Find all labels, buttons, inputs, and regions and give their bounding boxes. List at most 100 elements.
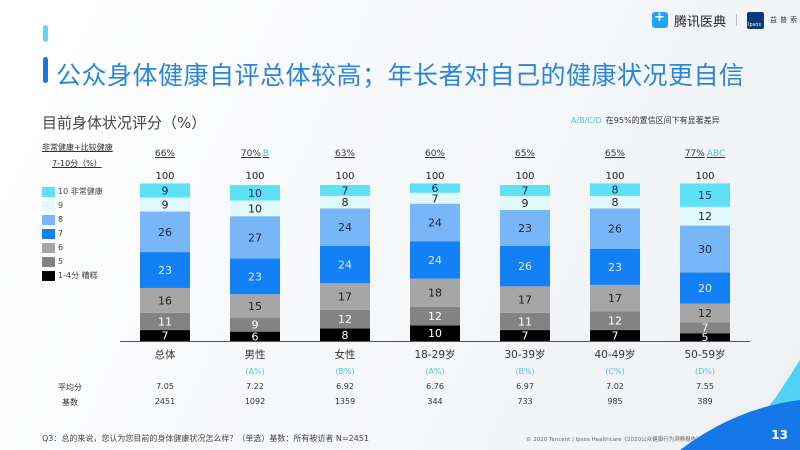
bar-value-label: 7 xyxy=(162,330,169,343)
average-score-value: 7.55 xyxy=(696,382,714,391)
bar-segment xyxy=(500,286,550,313)
base-count-value: 1092 xyxy=(244,397,266,406)
average-score-label: 平均分 xyxy=(58,383,82,392)
bar-value-label: 23 xyxy=(518,222,532,235)
ipsos-logo-text: 益普索 xyxy=(770,16,800,24)
bar-total-label: 100 xyxy=(245,171,265,182)
category-label: 40-49岁 xyxy=(594,349,636,361)
category-label: 总体 xyxy=(154,349,176,361)
category-label: 女性 xyxy=(334,349,356,361)
bar-segment xyxy=(140,312,190,331)
bar-value-label: 8 xyxy=(612,196,619,209)
bar-value-label: 16 xyxy=(158,294,172,307)
top-box-value: 60% xyxy=(424,149,445,159)
top-box-percent: 60% xyxy=(395,149,475,159)
logo-divider xyxy=(736,14,738,26)
bar-total-label: 100 xyxy=(335,171,355,182)
bar-segment xyxy=(230,258,280,295)
bar-value-label: 26 xyxy=(518,260,532,273)
bar-value-label: 8 xyxy=(342,196,349,209)
legend-label: 1-4分 糟糕 xyxy=(58,271,98,280)
question-footnote: Q3：总的来说，您认为您目前的身体健康状况怎么样？（单选）基数：所有被访者 N=… xyxy=(42,434,369,443)
legend-item: 10 非常健康 xyxy=(42,186,103,197)
bar-value-label: 6 xyxy=(252,330,259,343)
bar-value-label: 24 xyxy=(428,216,442,229)
legend-swatch xyxy=(42,214,55,225)
page-title: 公众身体健康自评总体较高；年长者对自己的健康状况更自信 xyxy=(56,61,745,90)
bar-value-label: 6 xyxy=(432,182,439,195)
bar-value-label: 10 xyxy=(248,187,262,200)
legend-swatch xyxy=(42,200,55,211)
bar-value-label: 12 xyxy=(428,310,442,323)
bar-segment xyxy=(320,245,370,284)
top-box-header-line2: 7-10分（%） xyxy=(52,159,102,168)
bar-segment xyxy=(590,183,640,196)
bar-segment xyxy=(320,208,370,246)
legend-label: 8 xyxy=(58,215,64,224)
legend-item: 7 xyxy=(42,228,63,239)
bar-segment xyxy=(680,322,730,334)
bar-total-label: 100 xyxy=(515,171,535,182)
bar-segment xyxy=(590,311,640,331)
top-box-value: 77% xyxy=(684,149,705,159)
logo-group: 腾讯医典 Ipsos 益普索 xyxy=(652,10,800,30)
bar-value-label: 26 xyxy=(608,223,622,236)
bar-segment xyxy=(410,306,460,326)
bar-segment xyxy=(140,287,190,313)
bar-segment xyxy=(590,195,640,209)
legend-swatch xyxy=(42,186,55,197)
legend-item: 6 xyxy=(42,242,63,253)
corner-wave-dark xyxy=(680,400,800,450)
bar-segment xyxy=(500,209,550,246)
bar-segment xyxy=(500,185,550,196)
legend-item: 1-4分 糟糕 xyxy=(42,270,98,281)
legend-swatch xyxy=(42,256,55,267)
bar-value-label: 12 xyxy=(698,210,712,223)
bar-value-label: 7 xyxy=(612,330,619,343)
top-box-value: 63% xyxy=(334,149,355,159)
base-count-value: 2451 xyxy=(154,397,176,406)
top-box-percent: 65% xyxy=(575,149,655,159)
bar-total-label: 100 xyxy=(155,171,175,182)
bar-value-label: 9 xyxy=(162,184,169,197)
bar-value-label: 23 xyxy=(248,270,262,283)
bar-value-label: 26 xyxy=(158,226,172,239)
bar-value-label: 15 xyxy=(698,189,712,202)
copyright-text: © 2020 Tencent / Ipsos Healthcare《2020公众… xyxy=(526,437,702,443)
bar-value-label: 7 xyxy=(432,192,439,205)
bar-value-label: 9 xyxy=(522,197,529,210)
legend-label: 6 xyxy=(58,243,64,252)
base-count-value: 985 xyxy=(607,397,623,406)
bar-segment xyxy=(500,195,550,210)
bar-segment xyxy=(410,278,460,307)
legend-swatch xyxy=(42,270,55,281)
bar-segment xyxy=(230,216,280,259)
average-score-value: 7.02 xyxy=(606,382,624,391)
chart-title: 目前身体状况评分（%） xyxy=(42,114,207,132)
bar-total-label: 100 xyxy=(425,171,445,182)
legend-label: 7 xyxy=(58,229,64,238)
bar-value-label: 12 xyxy=(608,315,622,328)
legend-label: 5 xyxy=(58,257,64,266)
bar-segment xyxy=(680,333,730,341)
bar-value-label: 20 xyxy=(698,282,712,295)
top-box-value: 66% xyxy=(154,149,175,159)
top-box-percent: 63% xyxy=(305,149,385,159)
ipsos-logo-icon: Ipsos xyxy=(747,11,765,29)
top-box-value: 65% xyxy=(604,149,625,159)
bar-segment xyxy=(140,252,190,288)
bar-value-label: 11 xyxy=(158,316,172,329)
bar-value-label: 15 xyxy=(248,300,262,313)
top-box-percent: 77% ABC xyxy=(665,149,745,159)
bar-value-label: 18 xyxy=(428,287,442,300)
bar-segment xyxy=(410,241,460,279)
bar-segment xyxy=(230,331,280,341)
average-score-value: 7.05 xyxy=(156,382,174,391)
bar-segment xyxy=(500,245,550,287)
average-score-value: 7.22 xyxy=(246,382,264,391)
bar-value-label: 24 xyxy=(338,259,352,272)
bar-segment xyxy=(410,183,460,193)
bar-segment xyxy=(230,294,280,318)
bar-segment xyxy=(590,208,640,249)
